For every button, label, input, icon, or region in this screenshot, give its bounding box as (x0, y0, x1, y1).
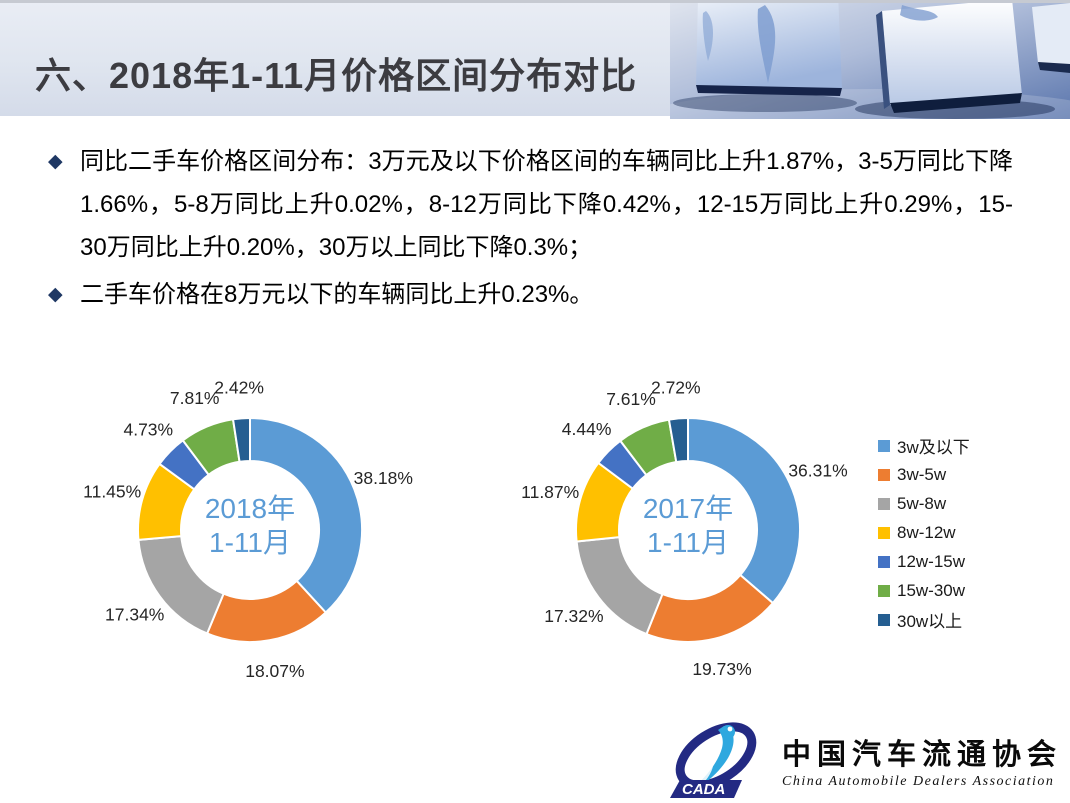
legend-item: 12w-15w (878, 547, 970, 576)
donut-slice-3w及以下 (687, 416, 801, 605)
legend-label: 5w-8w (897, 493, 947, 513)
donut-center-label: 1-11月 (209, 527, 291, 558)
legend-swatch-icon (878, 555, 890, 568)
legend-label: 30w以上 (897, 612, 963, 631)
diamond-bullet-icon: ◆ (48, 151, 63, 172)
donut-slice-label: 17.34% (105, 605, 164, 625)
legend-swatch-icon (878, 613, 890, 626)
bullet-text: 同比二手车价格区间分布：3万元及以下价格区间的车辆同比上升1.87%，3-5万同… (80, 148, 1013, 261)
donut-slice-label: 7.81% (170, 388, 220, 408)
header-bar: 六、2018年1-11月价格区间分布对比 (0, 0, 1070, 119)
legend-item: 30w以上 (878, 605, 970, 634)
donut-slice-label: 2.72% (651, 378, 701, 398)
cada-acronym: CADA (682, 781, 725, 798)
diamond-bullet-icon: ◆ (48, 284, 63, 305)
donut-slice-label: 4.44% (562, 419, 612, 439)
donut-slice-label: 19.73% (692, 659, 751, 679)
donut-slice-label: 36.31% (788, 460, 847, 480)
legend-swatch-icon (878, 468, 890, 481)
cada-name-english: China Automobile Dealers Association (781, 773, 1055, 789)
legend-label: 12w-15w (897, 551, 966, 571)
donut-slice-label: 11.87% (521, 482, 579, 502)
cada-name-chinese: 中国汽车流通协会 (781, 738, 1062, 771)
donut-chart-2018: 38.18% 18.07% 17.34% 11.45% 4.73% 7.81% 2.42% 2… (50, 377, 450, 700)
legend-swatch-icon (878, 439, 890, 452)
legend-label: 3w及以下 (897, 438, 970, 457)
page-title: 六、2018年1-11月价格区间分布对比 (35, 55, 638, 96)
legend-label: 15w-30w (897, 580, 966, 600)
cada-logo: CADA 中国汽车流通协会 China Automobile Dealers A… (666, 720, 1062, 800)
donut-slice-label: 17.32% (544, 606, 603, 626)
bullet-item: ◆ 二手车价格在8万元以下的车辆同比上升0.23%。 (48, 273, 1013, 316)
donut-slice-label: 11.45% (83, 482, 141, 502)
legend-swatch-icon (878, 584, 890, 597)
legend-item: 8w-12w (878, 518, 970, 547)
donut-center-label: 1-11月 (647, 527, 729, 558)
donut-slice-3w及以下 (249, 416, 363, 614)
world-cubes-image (670, 3, 1070, 119)
donut-slice-30w以上 (667, 416, 689, 464)
legend-swatch-icon (878, 526, 890, 539)
legend-label: 3w-5w (897, 464, 947, 484)
legend-item: 3w及以下 (878, 431, 970, 460)
legend-item: 3w-5w (878, 460, 970, 489)
chart-legend: 3w及以下 3w-5w 5w-8w 8w-12w 12w-15w 15w-30w 30w以上 (878, 431, 970, 634)
donut-slice-label: 18.07% (245, 661, 304, 681)
legend-label: 8w-12w (897, 522, 956, 542)
cada-logo-text: 中国汽车流通协会 China Automobile Dealers Associ… (782, 731, 1062, 790)
donut-slice-label: 2.42% (214, 378, 264, 397)
donut-center-label: 2017年 (643, 493, 733, 524)
donut-slice-30w以上 (231, 416, 251, 463)
donut-slice-label: 7.61% (606, 389, 656, 409)
bullet-list: ◆ 同比二手车价格区间分布：3万元及以下价格区间的车辆同比上升1.87%，3-5… (48, 140, 1013, 320)
donut-chart-2017: 36.31% 19.73% 17.32% 11.87% 4.44% 7.61% 2.72% 2… (488, 378, 888, 700)
donut-slice-label: 4.73% (123, 420, 173, 440)
donut-slice-label: 38.18% (354, 468, 413, 488)
legend-item: 5w-8w (878, 489, 970, 518)
donut-center-label: 2018年 (205, 493, 295, 524)
legend-item: 15w-30w (878, 576, 970, 605)
cada-logo-icon: CADA (669, 722, 757, 798)
bullet-item: ◆ 同比二手车价格区间分布：3万元及以下价格区间的车辆同比上升1.87%，3-5… (48, 140, 1013, 269)
legend-swatch-icon (878, 497, 890, 510)
bullet-text: 二手车价格在8万元以下的车辆同比上升0.23%。 (80, 281, 594, 308)
